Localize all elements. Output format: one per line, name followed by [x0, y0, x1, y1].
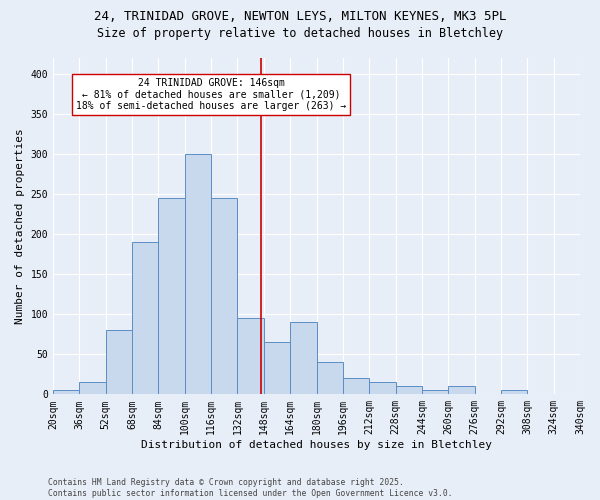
- Bar: [106, 330, 132, 394]
- Bar: [369, 382, 395, 394]
- Bar: [185, 154, 211, 394]
- Bar: [53, 390, 79, 394]
- Text: Size of property relative to detached houses in Bletchley: Size of property relative to detached ho…: [97, 28, 503, 40]
- Bar: [501, 390, 527, 394]
- Bar: [238, 318, 264, 394]
- Bar: [448, 386, 475, 394]
- Text: 24 TRINIDAD GROVE: 146sqm
← 81% of detached houses are smaller (1,209)
18% of se: 24 TRINIDAD GROVE: 146sqm ← 81% of detac…: [76, 78, 346, 110]
- Bar: [158, 198, 185, 394]
- Bar: [211, 198, 238, 394]
- Bar: [79, 382, 106, 394]
- Bar: [395, 386, 422, 394]
- Bar: [343, 378, 369, 394]
- Y-axis label: Number of detached properties: Number of detached properties: [15, 128, 25, 324]
- Text: 24, TRINIDAD GROVE, NEWTON LEYS, MILTON KEYNES, MK3 5PL: 24, TRINIDAD GROVE, NEWTON LEYS, MILTON …: [94, 10, 506, 23]
- Bar: [132, 242, 158, 394]
- Text: Contains HM Land Registry data © Crown copyright and database right 2025.
Contai: Contains HM Land Registry data © Crown c…: [48, 478, 452, 498]
- Bar: [290, 322, 317, 394]
- Bar: [422, 390, 448, 394]
- Bar: [317, 362, 343, 394]
- X-axis label: Distribution of detached houses by size in Bletchley: Distribution of detached houses by size …: [141, 440, 492, 450]
- Bar: [264, 342, 290, 394]
